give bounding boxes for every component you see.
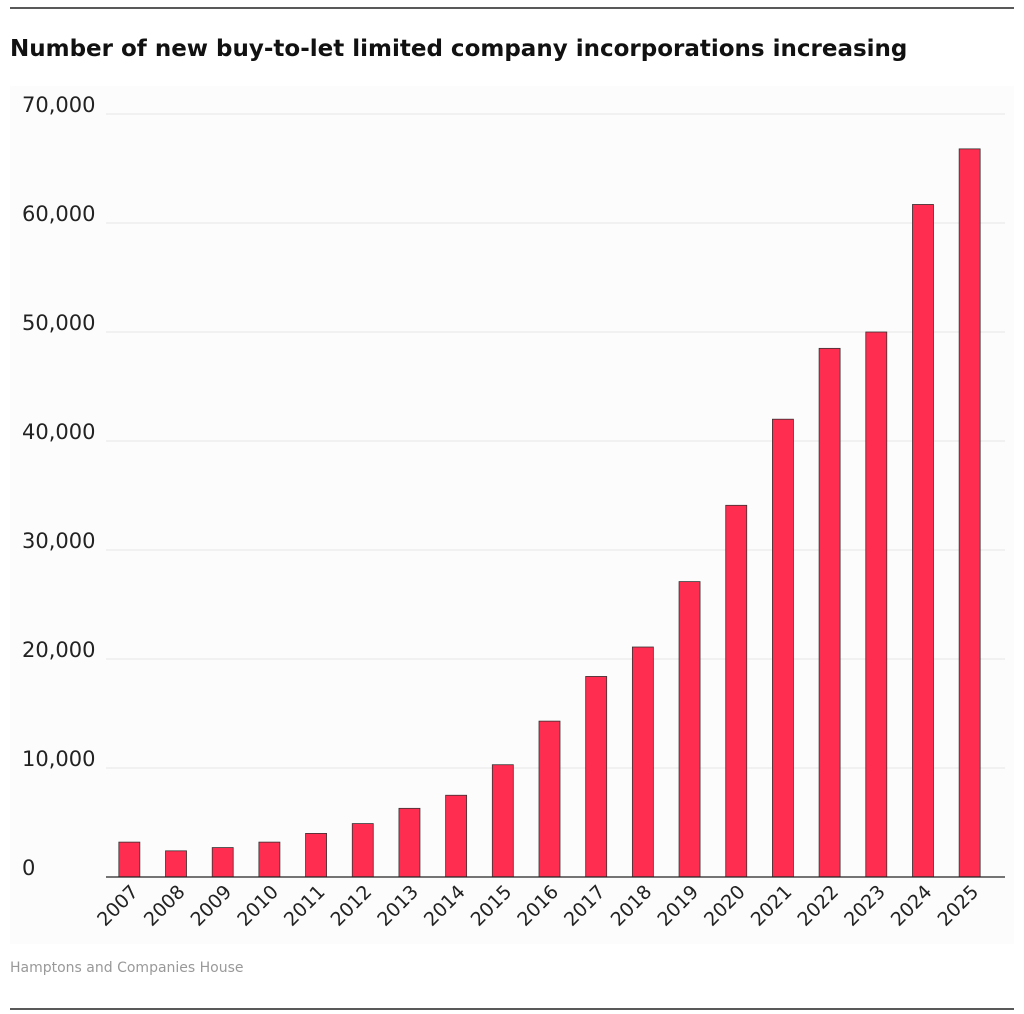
bar — [631, 646, 654, 878]
bar — [211, 847, 234, 878]
bar — [491, 764, 514, 878]
bar — [725, 504, 748, 878]
y-tick-label: 50,000 — [22, 311, 95, 335]
bar — [445, 794, 468, 878]
bar — [538, 720, 561, 878]
bar — [912, 204, 934, 878]
y-tick-label: 40,000 — [22, 420, 95, 444]
y-tick-label: 0 — [22, 856, 35, 880]
y-tick-label: 70,000 — [22, 93, 95, 117]
bar — [585, 676, 608, 878]
source: Hamptons and Companies House — [10, 960, 244, 976]
bar — [818, 347, 841, 878]
y-tick-label: 10,000 — [22, 747, 95, 771]
bar — [398, 807, 421, 878]
bar — [865, 331, 888, 878]
bar — [305, 833, 327, 878]
bar — [258, 841, 281, 878]
bar — [678, 581, 701, 878]
bar — [165, 850, 187, 878]
y-tick-label: 20,000 — [22, 638, 95, 662]
bar — [772, 418, 794, 878]
bar — [351, 823, 374, 878]
chart-title: Number of new buy-to-let limited company… — [10, 36, 907, 62]
bar — [958, 148, 981, 878]
y-tick-label: 60,000 — [22, 202, 95, 226]
y-tick-label: 30,000 — [22, 529, 95, 553]
bar — [118, 841, 141, 878]
